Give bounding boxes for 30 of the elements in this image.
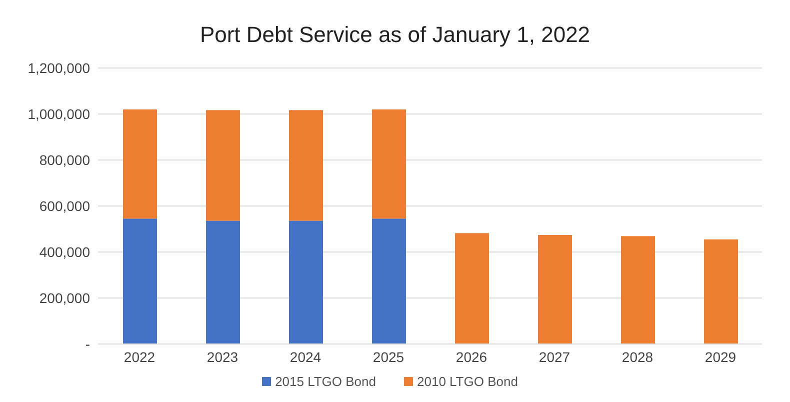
x-tick-label: 2029 [704,348,736,365]
y-tick-label: - [85,336,90,352]
legend-label: 2010 LTGO Bond [417,374,518,389]
x-tick-label: 2027 [538,348,570,365]
bar [538,234,572,344]
y-tick-label: 1,200,000 [28,60,90,76]
chart-title: Port Debt Service as of January 1, 2022 [198,21,592,49]
bar [621,236,655,344]
x-tick-label: 2026 [456,348,488,365]
bar [123,109,157,219]
x-tick-label: 2024 [290,348,322,365]
legend-label: 2015 LTGO Bond [275,374,376,389]
bar [206,220,240,344]
x-tick-label: 2022 [124,348,156,365]
bar [289,110,323,221]
bar [206,110,240,221]
y-tick-label: 1,000,000 [28,106,90,122]
y-tick-label: 400,000 [39,244,90,260]
bar [372,218,406,344]
bar [289,220,323,344]
bar [123,218,157,344]
x-tick-label: 2023 [206,348,238,365]
bar [704,239,738,344]
bar [455,233,489,344]
x-tick-label: 2025 [372,348,404,365]
y-tick-label: 800,000 [39,152,90,168]
y-tick-label: 200,000 [39,290,90,306]
x-tick-label: 2028 [622,348,654,365]
y-tick-label: 600,000 [39,198,90,214]
bar [372,109,406,219]
